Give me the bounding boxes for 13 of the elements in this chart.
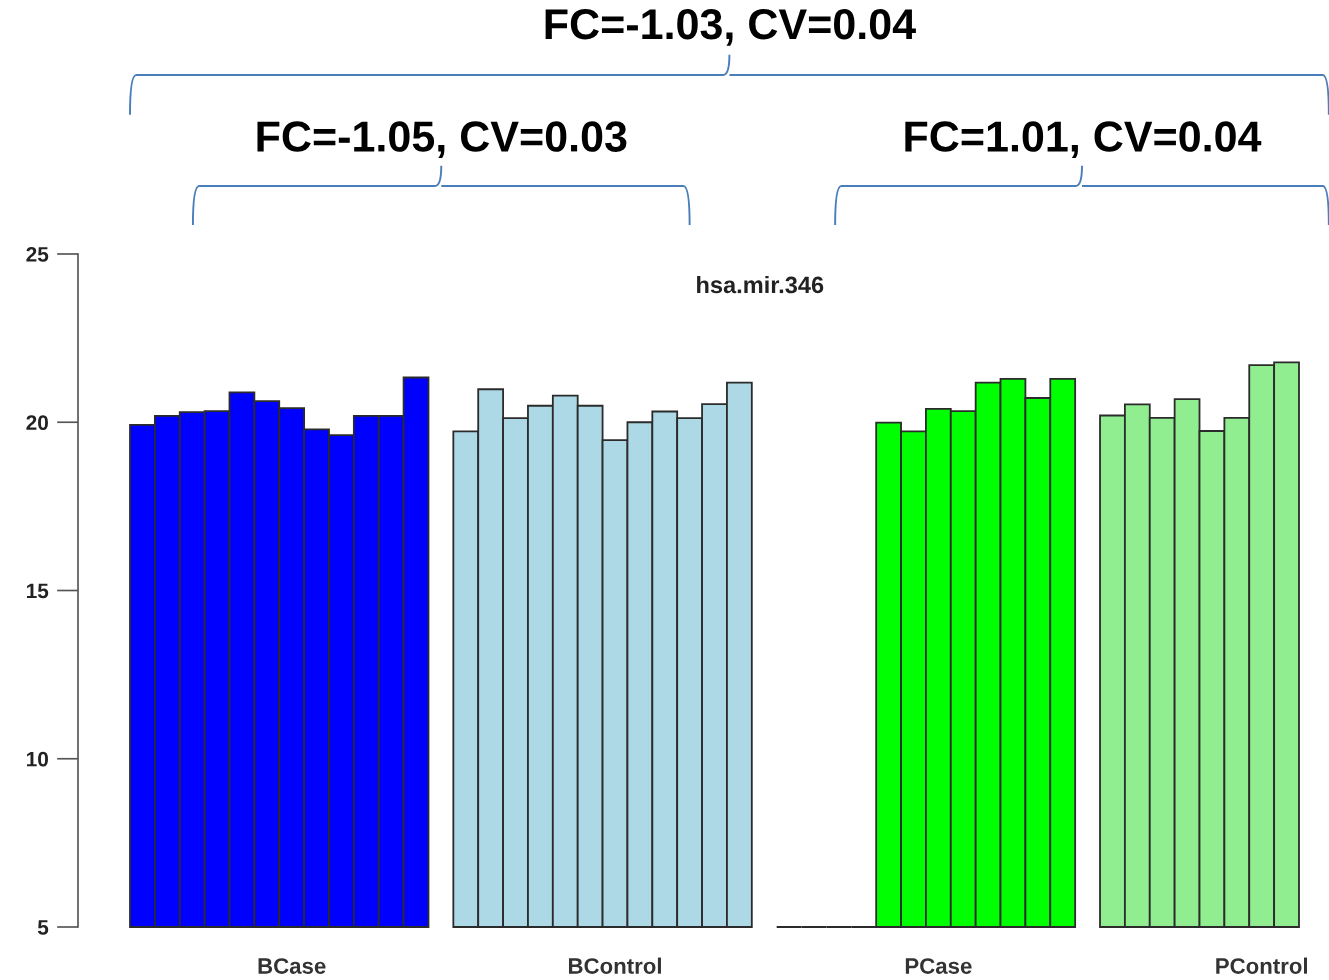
y-tick-label: 10 [26,751,48,767]
x-tick-label: BCase [258,958,326,974]
x-tick-label: BControl [568,957,661,974]
y-tick-label: 15 [26,583,49,599]
text: hsa.mir.346 [697,275,824,294]
y-tick-label: 25 [26,247,49,262]
y-tick-label: 5 [37,920,49,935]
text: FC=1.01, CV=0.04 [905,121,1262,159]
x-tick-label: PControl [1216,957,1308,974]
text: FC=-1.03, CV=0.04 [545,8,916,46]
text: FC=-1.05, CV=0.03 [257,121,627,159]
x-tick-label: PCase [905,958,972,974]
y-tick-label: 20 [26,415,48,430]
